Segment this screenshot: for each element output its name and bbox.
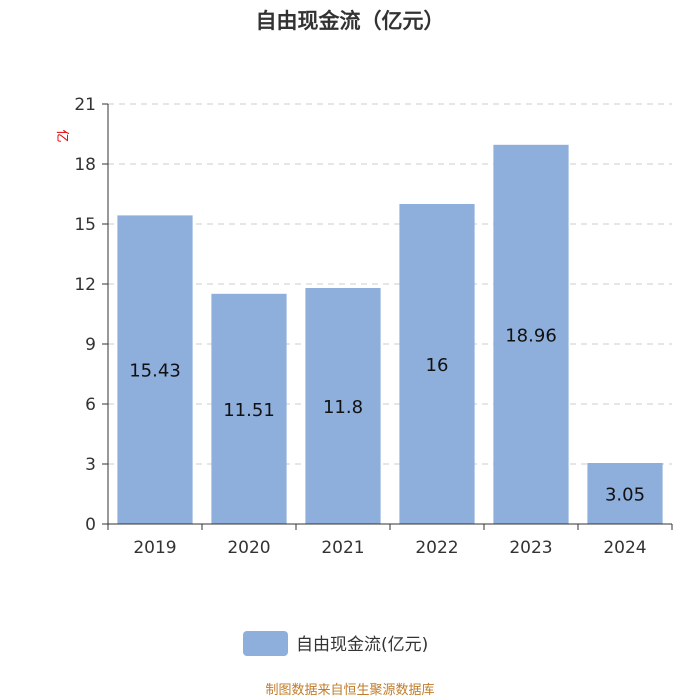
y-tick-label: 0: [85, 515, 96, 535]
legend-label: 自由现金流(亿元): [296, 635, 428, 655]
data-label: 11.8: [323, 397, 363, 418]
data-label: 16: [426, 355, 449, 376]
bar-2023[interactable]: [493, 144, 569, 525]
legend-swatch: [243, 631, 288, 656]
chart-title: 自由现金流（亿元）: [256, 9, 445, 33]
source-note: 制图数据来自恒生聚源数据库: [265, 682, 434, 698]
y-tick-label: 21: [74, 95, 96, 115]
axes: 0 3 6 9 12 15 18 21 2019 2020 2021 2022 2023 2024: [74, 95, 673, 558]
data-label: 3.05: [605, 485, 645, 506]
data-label: 15.43: [129, 361, 181, 382]
bar-2021[interactable]: [305, 288, 381, 524]
x-tick-label: 2024: [603, 538, 646, 558]
x-tick-label: 2022: [415, 538, 458, 558]
bar-2024[interactable]: [587, 463, 663, 524]
x-tick-label: 2020: [227, 538, 270, 558]
bar-2022[interactable]: [399, 204, 475, 524]
grid-lines: [108, 103, 672, 465]
bar-2019[interactable]: [117, 215, 193, 524]
data-label: 18.96: [505, 325, 557, 346]
bars: [117, 144, 663, 525]
y-tick-label: 15: [74, 215, 96, 235]
bar-2020[interactable]: [211, 293, 287, 524]
y-tick-label: 9: [85, 335, 96, 355]
legend[interactable]: 自由现金流(亿元): [243, 631, 428, 656]
y-tick-label: 6: [85, 395, 96, 415]
y-tick-label: 12: [74, 275, 96, 295]
y-tick-label: 18: [74, 155, 96, 175]
x-tick-label: 2021: [321, 538, 364, 558]
data-labels: 15.43 11.51 11.8 16 18.96 3.05: [129, 325, 645, 505]
data-label: 11.51: [223, 400, 275, 421]
x-tick-label: 2023: [509, 538, 552, 558]
y-tick-label: 3: [85, 455, 96, 475]
x-tick-label: 2019: [133, 538, 176, 558]
y-axis-unit-label: 亿: [54, 129, 69, 142]
